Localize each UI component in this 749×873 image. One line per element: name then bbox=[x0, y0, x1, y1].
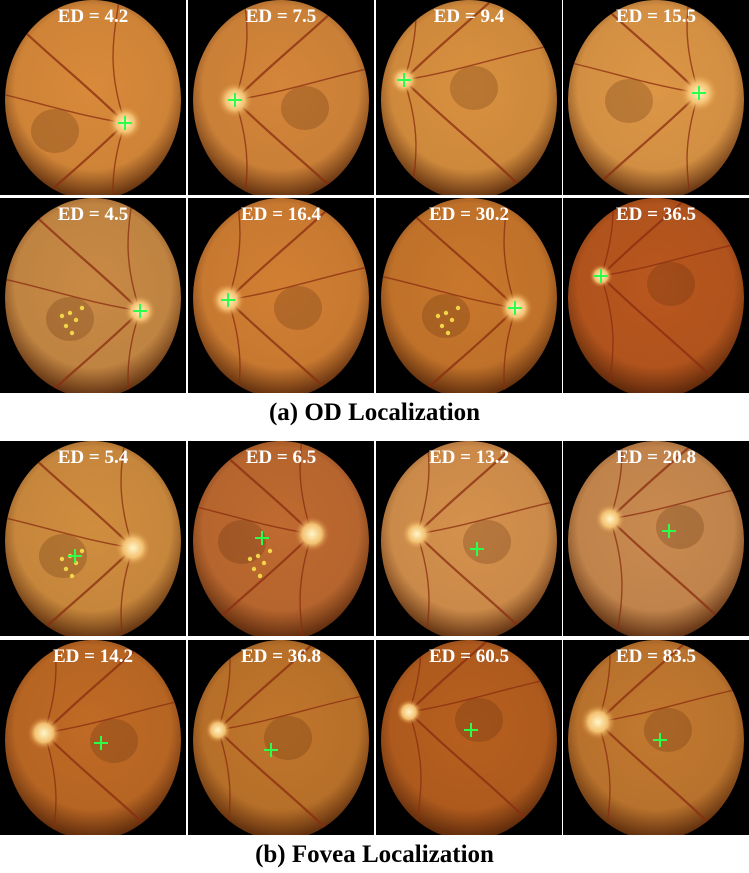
fundus-image-fovea-8: ED = 83.5 bbox=[563, 640, 749, 835]
fundus-photo bbox=[376, 441, 562, 636]
localization-marker-icon bbox=[94, 736, 108, 750]
fundus-image-od-8: ED = 36.5 bbox=[563, 198, 749, 393]
fundus-image-fovea-6: ED = 36.8 bbox=[188, 640, 374, 835]
fundus-photo bbox=[188, 0, 374, 195]
localization-marker-icon bbox=[692, 86, 706, 100]
ed-label: ED = 5.4 bbox=[57, 447, 129, 468]
ed-label: ED = 36.5 bbox=[616, 204, 696, 225]
localization-marker-icon bbox=[662, 524, 676, 538]
localization-marker-icon bbox=[228, 93, 242, 107]
fundus-photo bbox=[188, 640, 374, 835]
localization-marker-icon bbox=[133, 304, 147, 318]
fundus-photo bbox=[376, 198, 562, 393]
ed-label: ED = 30.2 bbox=[429, 204, 509, 225]
fundus-photo bbox=[188, 198, 374, 393]
fundus-photo bbox=[0, 640, 186, 835]
fundus-photo bbox=[0, 441, 186, 636]
ed-label: ED = 6.5 bbox=[245, 447, 317, 468]
localization-marker-icon bbox=[653, 733, 667, 747]
localization-marker-icon bbox=[470, 542, 484, 556]
fundus-image-fovea-5: ED = 14.2 bbox=[0, 640, 186, 835]
fundus-image-fovea-2: ED = 6.5 bbox=[188, 441, 374, 636]
fundus-photo bbox=[563, 198, 749, 393]
localization-marker-icon bbox=[264, 743, 278, 757]
ed-label: ED = 7.5 bbox=[245, 6, 317, 27]
ed-label: ED = 13.2 bbox=[429, 447, 509, 468]
localization-marker-icon bbox=[464, 723, 478, 737]
localization-marker-icon bbox=[221, 293, 235, 307]
ed-label: ED = 14.2 bbox=[53, 646, 133, 667]
fundus-photo bbox=[376, 0, 562, 195]
fundus-photo bbox=[563, 0, 749, 195]
fundus-image-fovea-4: ED = 20.8 bbox=[563, 441, 749, 636]
caption-fovea-localization: (b) Fovea Localization bbox=[255, 841, 494, 868]
fundus-image-fovea-7: ED = 60.5 bbox=[376, 640, 562, 835]
localization-marker-icon bbox=[118, 116, 132, 130]
fundus-image-od-1: ED = 4.2 bbox=[0, 0, 186, 195]
ed-label: ED = 36.8 bbox=[241, 646, 321, 667]
fundus-image-od-2: ED = 7.5 bbox=[188, 0, 374, 195]
localization-marker-icon bbox=[508, 301, 522, 315]
fundus-image-od-3: ED = 9.4 bbox=[376, 0, 562, 195]
localization-marker-icon bbox=[68, 549, 82, 563]
ed-label: ED = 15.5 bbox=[616, 6, 696, 27]
fundus-photo bbox=[188, 441, 374, 636]
fundus-photo bbox=[563, 441, 749, 636]
fundus-photo bbox=[0, 198, 186, 393]
ed-label: ED = 60.5 bbox=[429, 646, 509, 667]
ed-label: ED = 16.4 bbox=[241, 204, 321, 225]
fundus-image-fovea-3: ED = 13.2 bbox=[376, 441, 562, 636]
od-localization-grid: ED = 4.2 ED = 7.5 ED = 9.4 ED = 15.5 ED … bbox=[0, 0, 749, 393]
fundus-photo bbox=[0, 0, 186, 195]
fundus-image-fovea-1: ED = 5.4 bbox=[0, 441, 186, 636]
fundus-image-od-6: ED = 16.4 bbox=[188, 198, 374, 393]
caption-od-localization: (a) OD Localization bbox=[268, 399, 481, 426]
fundus-photo bbox=[376, 640, 562, 835]
fundus-image-od-7: ED = 30.2 bbox=[376, 198, 562, 393]
fundus-image-od-5: ED = 4.5 bbox=[0, 198, 186, 393]
fundus-image-od-4: ED = 15.5 bbox=[563, 0, 749, 195]
localization-marker-icon bbox=[255, 531, 269, 545]
localization-marker-icon bbox=[594, 269, 608, 283]
fovea-localization-grid: ED = 5.4 ED = 6.5 ED = 13.2 ED = 20.8 ED… bbox=[0, 441, 749, 835]
ed-label: ED = 4.5 bbox=[57, 204, 129, 225]
ed-label: ED = 20.8 bbox=[616, 447, 696, 468]
fundus-photo bbox=[563, 640, 749, 835]
ed-label: ED = 4.2 bbox=[57, 6, 129, 27]
ed-label: ED = 83.5 bbox=[616, 646, 696, 667]
ed-label: ED = 9.4 bbox=[433, 6, 505, 27]
localization-marker-icon bbox=[397, 73, 411, 87]
